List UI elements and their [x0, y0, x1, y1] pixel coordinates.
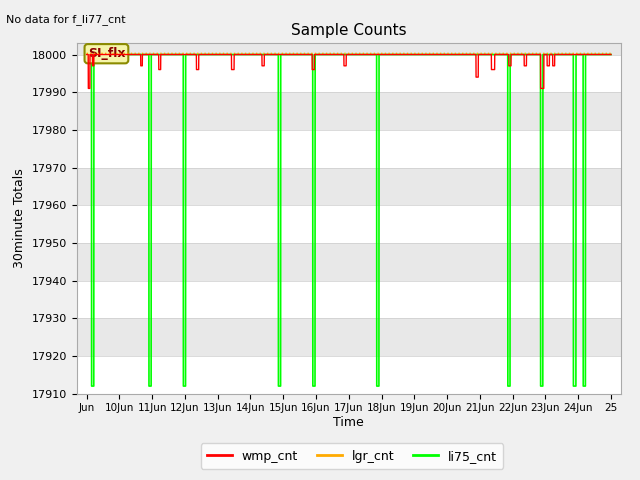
Legend: wmp_cnt, lgr_cnt, li75_cnt: wmp_cnt, lgr_cnt, li75_cnt — [200, 444, 504, 469]
Bar — [77, 243, 621, 281]
Bar — [77, 205, 621, 243]
Bar — [77, 318, 621, 356]
Y-axis label: 30minute Totals: 30minute Totals — [13, 168, 26, 268]
Bar — [77, 55, 621, 92]
Text: SI_flx: SI_flx — [88, 47, 125, 60]
Bar — [77, 281, 621, 318]
Bar — [77, 92, 621, 130]
Title: Sample Counts: Sample Counts — [291, 23, 406, 38]
Bar — [77, 130, 621, 168]
Bar — [77, 356, 621, 394]
X-axis label: Time: Time — [333, 416, 364, 429]
Bar — [77, 168, 621, 205]
Text: No data for f_li77_cnt: No data for f_li77_cnt — [6, 14, 126, 25]
